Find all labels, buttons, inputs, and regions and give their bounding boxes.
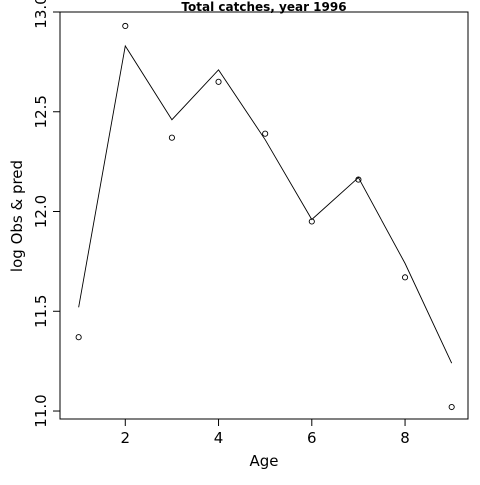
x-axis-label: Age [249,452,278,470]
y-axis-label: log Obs & pred [8,160,26,272]
x-axis: 2 4 6 8 [121,418,410,447]
predicted-line [78,44,453,364]
x-tick-label: 6 [307,429,317,447]
observed-point [75,334,82,341]
observed-point [122,22,129,30]
observed-point [402,274,409,281]
y-tick-label: 12.5 [32,95,50,128]
chart-title: Total catches, year 1996 [181,0,346,14]
y-axis: 11.0 11.5 12.0 12.5 13.0 [32,0,61,428]
x-tick-label: 2 [121,429,131,447]
y-tick-label: 11.0 [32,394,50,427]
plot-frame [59,11,469,420]
y-tick-label: 11.5 [32,295,50,328]
observed-point [215,78,222,85]
observed-point [262,130,269,137]
series-layer [75,22,455,411]
x-tick-label: 4 [214,429,224,447]
y-tick-label: 13.0 [32,0,50,29]
observed-point [448,403,455,411]
x-tick-label: 8 [400,429,410,447]
observed-point [168,134,175,141]
y-tick-label: 12.0 [32,195,50,228]
